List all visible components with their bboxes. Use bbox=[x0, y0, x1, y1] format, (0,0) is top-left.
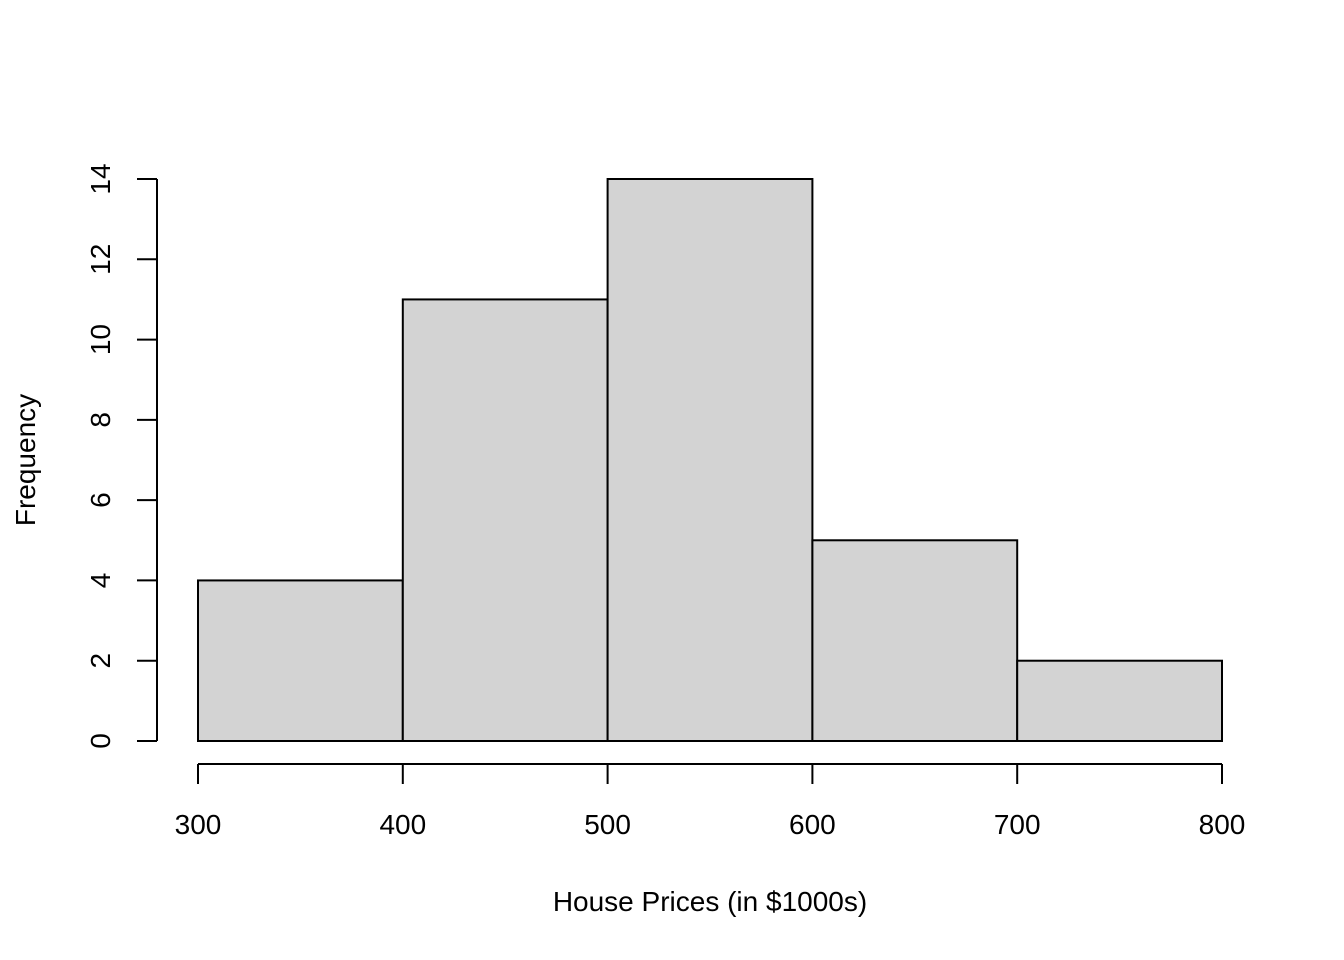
histogram-bar-400-500 bbox=[401, 298, 609, 742]
y-tick-label-8: 8 bbox=[85, 412, 116, 428]
y-tick-label-2: 2 bbox=[85, 653, 116, 669]
x-tick-label-800: 800 bbox=[1199, 809, 1246, 840]
x-tick-label-500: 500 bbox=[584, 809, 631, 840]
x-tick-label-400: 400 bbox=[379, 809, 426, 840]
y-axis-label: Frequency bbox=[10, 394, 41, 526]
y-axis: 0 2 4 6 8 10 12 14 bbox=[85, 163, 158, 749]
histogram-bar-500-600 bbox=[606, 178, 814, 742]
y-tick-label-10: 10 bbox=[85, 324, 116, 355]
x-axis-label: House Prices (in $1000s) bbox=[553, 886, 867, 917]
y-tick-label-0: 0 bbox=[85, 733, 116, 749]
bars-group bbox=[197, 178, 1224, 743]
histogram-bar-300-400 bbox=[197, 579, 404, 743]
x-tick-label-600: 600 bbox=[789, 809, 836, 840]
histogram-bar-600-700 bbox=[811, 539, 1019, 742]
y-tick-label-12: 12 bbox=[85, 244, 116, 275]
x-axis: 300 400 500 600 700 800 bbox=[175, 763, 1246, 840]
y-tick-label-14: 14 bbox=[85, 163, 116, 194]
x-tick-label-300: 300 bbox=[175, 809, 222, 840]
y-tick-label-6: 6 bbox=[85, 492, 116, 508]
histogram-bar-700-800 bbox=[1016, 659, 1224, 743]
x-tick-label-700: 700 bbox=[994, 809, 1041, 840]
y-tick-label-4: 4 bbox=[85, 573, 116, 589]
